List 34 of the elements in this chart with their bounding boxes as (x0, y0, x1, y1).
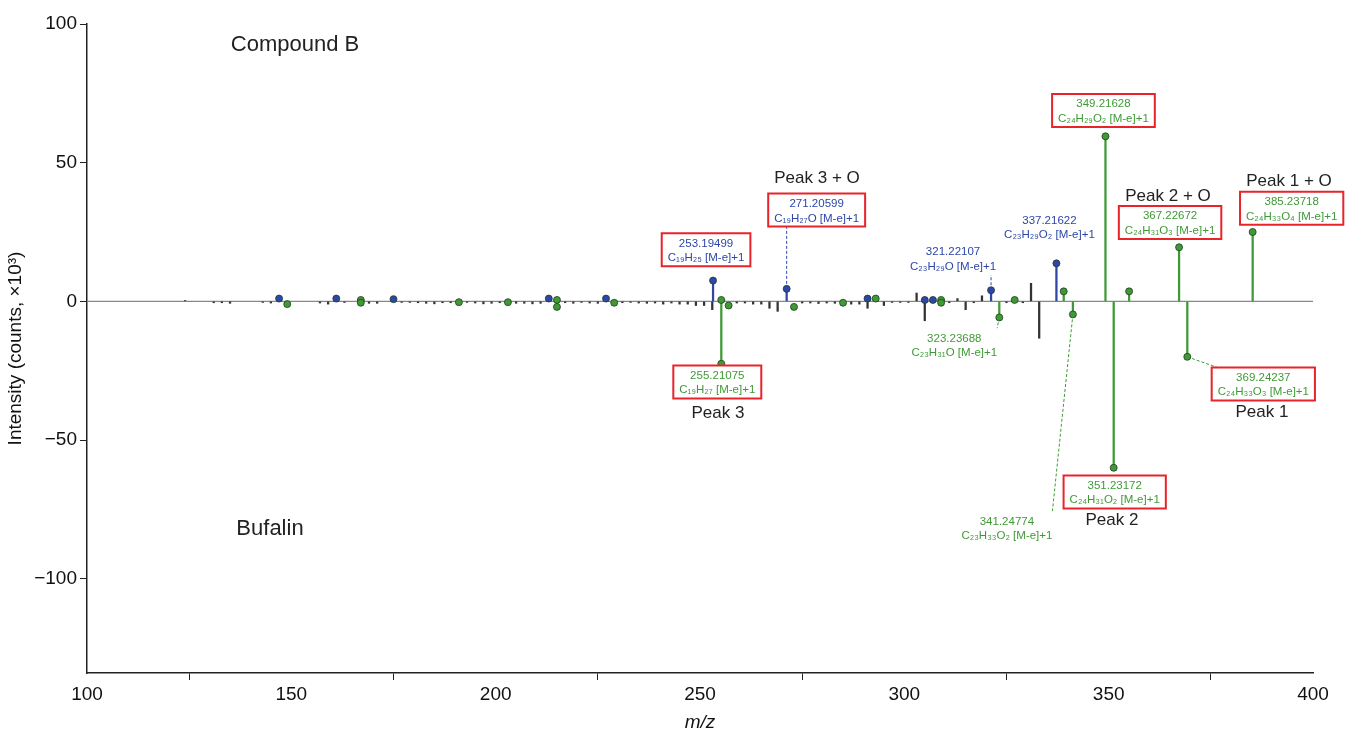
y-tick-label: −100 (34, 566, 77, 588)
x-tick-label: 150 (275, 682, 308, 704)
annotation: 349.21628 C₂₄H₂₉O₂ [M-e]+1 (1058, 97, 1149, 124)
annotation: 385.23718 C₂₄H₃₃O₄ [M-e]+1 (1246, 195, 1338, 222)
annotation: 321.22107 C₂₃H₂₉O [M-e]+1 (909, 245, 997, 272)
annotation: Peak 2 (1085, 509, 1139, 529)
annotation: 271.20599 C₁₉H₂₇O [M-e]+1 (774, 197, 860, 224)
annotation: 255.21075 C₁₉H₂₇ [M-e]+1 (679, 368, 756, 396)
x-axis-title: m/z (684, 710, 716, 732)
x-tick-label: 250 (684, 682, 716, 704)
y-tick-label: 0 (66, 289, 77, 311)
y-tick-label: −50 (44, 428, 77, 450)
annotation: Peak 2 + O (1125, 185, 1211, 205)
annotation: 253.19499 C₁₉H₂₅ [M-e]+1 (667, 236, 745, 264)
annotation: 337.21622 C₂₃H₂₉O₂ [M-e]+1 (1004, 213, 1095, 241)
annotation: 341.24774 C₂₃H₃₃O₂ [M-e]+1 (961, 514, 1053, 542)
annotation: 369.24237 C₂₄H₃₃O₃ [M-e]+1 (1217, 370, 1309, 398)
annotation: Peak 1 + O (1246, 170, 1332, 190)
annotation: 367.22672 C₂₄H₃₁O₃ [M-e]+1 (1124, 209, 1216, 236)
x-tick-label: 100 (71, 682, 103, 704)
x-tick-label: 200 (479, 682, 512, 704)
x-tick-label: 300 (888, 682, 921, 704)
annotation: Peak 3 (691, 402, 745, 422)
y-tick-label: 100 (45, 12, 77, 34)
annotation: Peak 1 (1235, 401, 1289, 421)
y-tick-label: 50 (55, 150, 77, 172)
annotation: 351.23172 C₂₄H₃₁O₂ [M-e]+1 (1069, 478, 1160, 506)
x-tick-label: 400 (1297, 682, 1329, 704)
x-tick-label: 350 (1092, 682, 1125, 704)
y-axis-title: Intensity (counts, ×10³) (3, 251, 25, 446)
annotation: 323.23688 C₂₃H₃₁O [M-e]+1 (911, 331, 998, 359)
annotation: Bufalin (236, 515, 304, 541)
annotation: Compound B (230, 31, 360, 57)
annotation: Peak 3 + O (774, 167, 860, 187)
